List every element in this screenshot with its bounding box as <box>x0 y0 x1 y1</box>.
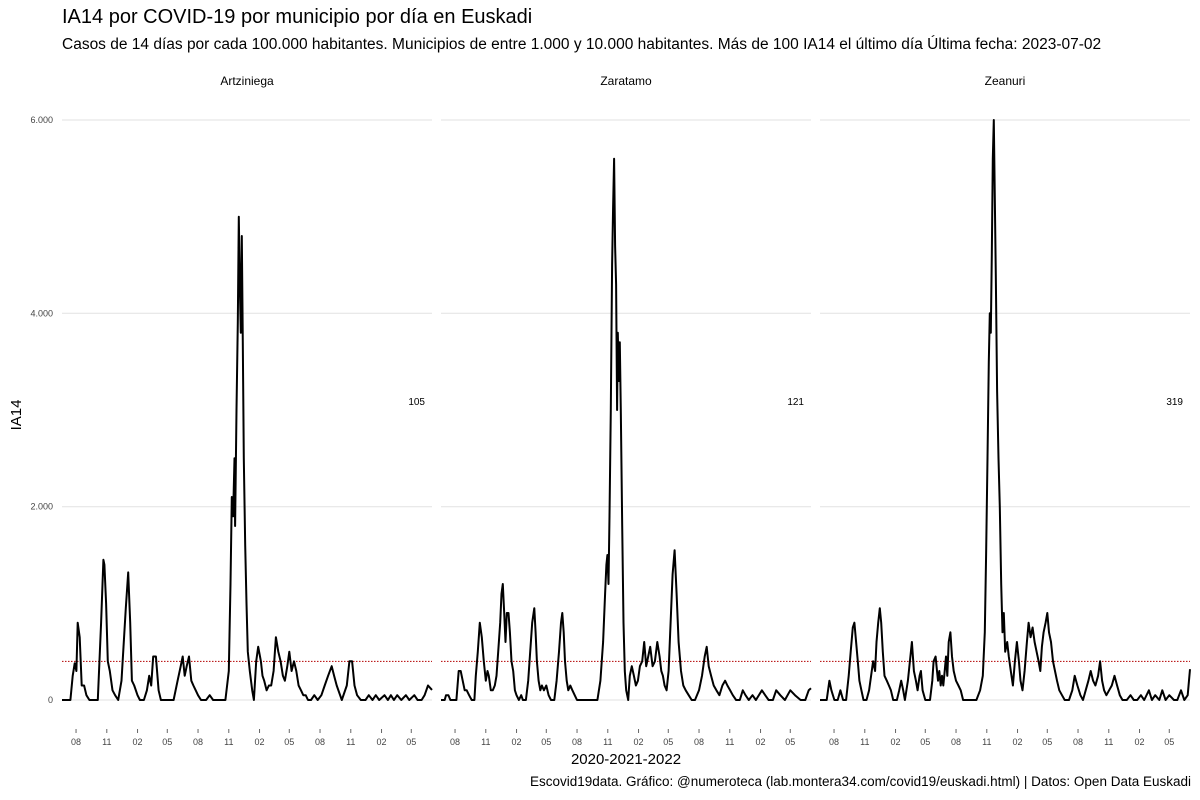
x-tick-label: 05 <box>1042 737 1052 747</box>
chart-caption: Escovid19data. Gráfico: @numeroteca (lab… <box>529 774 1191 789</box>
last-value-label: 105 <box>408 397 425 408</box>
x-axis-title: 2020-2021-2022 <box>571 751 681 768</box>
x-tick-label: 11 <box>1104 737 1113 747</box>
x-tick-label: 02 <box>891 737 901 747</box>
y-tick-label: 6.000 <box>30 115 53 125</box>
chart-title: IA14 por COVID-19 por municipio por día … <box>62 6 533 28</box>
chart-subtitle: Casos de 14 días por cada 100.000 habita… <box>62 36 1102 53</box>
panel-title: Zeanuri <box>985 74 1026 88</box>
y-tick-label: 0 <box>48 695 53 705</box>
x-tick-label: 08 <box>829 737 839 747</box>
last-value-label: 319 <box>1166 397 1183 408</box>
x-tick-label: 08 <box>193 737 203 747</box>
y-tick-label: 2.000 <box>30 502 53 512</box>
x-tick-label: 05 <box>406 737 416 747</box>
series-line <box>820 119 1191 701</box>
x-tick-label: 08 <box>1073 737 1083 747</box>
x-tick-label: 11 <box>982 737 991 747</box>
x-tick-label: 05 <box>785 737 795 747</box>
x-tick-label: 05 <box>663 737 673 747</box>
x-tick-label: 08 <box>450 737 460 747</box>
x-tick-label: 11 <box>481 737 490 747</box>
x-tick-label: 02 <box>1135 737 1145 747</box>
x-tick-label: 05 <box>284 737 294 747</box>
x-tick-label: 02 <box>255 737 265 747</box>
y-tick-label: 4.000 <box>30 308 53 318</box>
x-tick-label: 11 <box>725 737 734 747</box>
panel-title: Zaratamo <box>600 74 652 88</box>
x-tick-label: 02 <box>133 737 143 747</box>
x-tick-label: 08 <box>71 737 81 747</box>
x-tick-label: 05 <box>162 737 172 747</box>
x-tick-label: 11 <box>603 737 612 747</box>
panels-group: Artziniega 0 2.000 4.000 6.000 08 11 02 05 08 11 02… <box>30 74 1191 747</box>
x-tick-label: 02 <box>1013 737 1023 747</box>
x-tick-label: 02 <box>756 737 766 747</box>
y-axis-title: IA14 <box>8 400 25 431</box>
x-tick-label: 11 <box>102 737 111 747</box>
x-tick-label: 05 <box>541 737 551 747</box>
x-tick-label: 08 <box>951 737 961 747</box>
x-tick-label: 08 <box>315 737 325 747</box>
x-tick-label: 05 <box>920 737 930 747</box>
x-tick-label: 02 <box>512 737 522 747</box>
x-tick-label: 08 <box>572 737 582 747</box>
panel-title: Artziniega <box>220 74 274 88</box>
x-tick-label: 11 <box>224 737 233 747</box>
series-line <box>62 215 433 701</box>
x-tick-label: 02 <box>377 737 387 747</box>
x-tick-label: 11 <box>860 737 869 747</box>
last-value-label: 121 <box>787 397 804 408</box>
x-tick-label: 05 <box>1164 737 1174 747</box>
x-tick-label: 08 <box>694 737 704 747</box>
x-tick-label: 11 <box>346 737 355 747</box>
series-line <box>441 157 812 701</box>
x-tick-label: 02 <box>634 737 644 747</box>
